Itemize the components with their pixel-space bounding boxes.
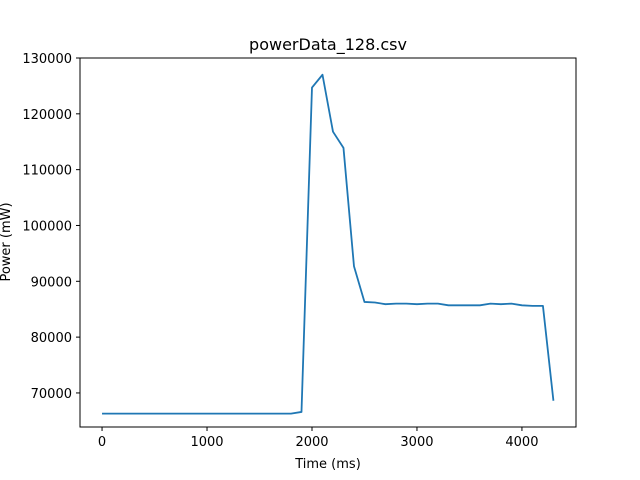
x-axis-label: Time (ms) [294,457,361,472]
y-tick-label: 120000 [22,108,72,123]
y-axis-label: Power (mW) [0,202,14,281]
plot-frame [79,57,577,428]
x-tick-label: 1000 [190,435,223,450]
x-tick-label: 4000 [505,435,538,450]
x-axis: 0 1000 2000 3000 4000 [98,427,538,450]
x-tick-label: 0 [98,435,106,450]
chart-title: powerData_128.csv [249,35,407,55]
x-tick-label: 3000 [400,435,433,450]
plot-area [102,73,555,415]
y-axis: 70000 80000 90000 100000 110000 120000 130000 [22,52,80,402]
y-tick-label: 130000 [22,52,72,67]
y-tick-label: 90000 [31,275,72,290]
y-tick-label: 70000 [31,387,72,402]
y-tick-label: 80000 [31,331,72,346]
x-tick-label: 2000 [295,435,328,450]
y-tick-label: 110000 [22,164,72,179]
series-line-0 [102,73,555,415]
y-tick-label: 100000 [22,219,72,234]
